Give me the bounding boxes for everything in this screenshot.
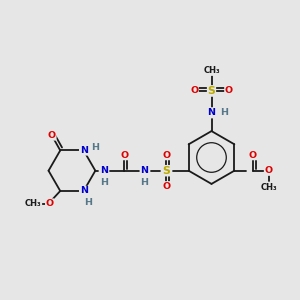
Text: O: O <box>120 151 128 160</box>
Text: S: S <box>162 166 170 176</box>
Text: H: H <box>220 108 228 117</box>
Text: N: N <box>80 146 88 155</box>
Text: N: N <box>208 108 215 117</box>
Text: O: O <box>249 151 257 160</box>
Text: H: H <box>100 178 108 187</box>
Text: S: S <box>208 86 215 96</box>
Text: O: O <box>225 86 233 95</box>
Text: O: O <box>190 86 198 95</box>
Text: CH₃: CH₃ <box>203 66 220 75</box>
Text: CH₃: CH₃ <box>25 199 41 208</box>
Text: N: N <box>140 166 148 175</box>
Text: H: H <box>91 143 99 152</box>
Text: H: H <box>84 199 92 208</box>
Text: N: N <box>100 166 108 175</box>
Text: N: N <box>80 187 88 196</box>
Text: H: H <box>140 178 148 187</box>
Text: CH₃: CH₃ <box>260 183 277 192</box>
Text: O: O <box>162 182 170 191</box>
Text: O: O <box>265 166 273 175</box>
Text: O: O <box>162 151 170 160</box>
Text: O: O <box>46 199 54 208</box>
Text: O: O <box>48 131 56 140</box>
